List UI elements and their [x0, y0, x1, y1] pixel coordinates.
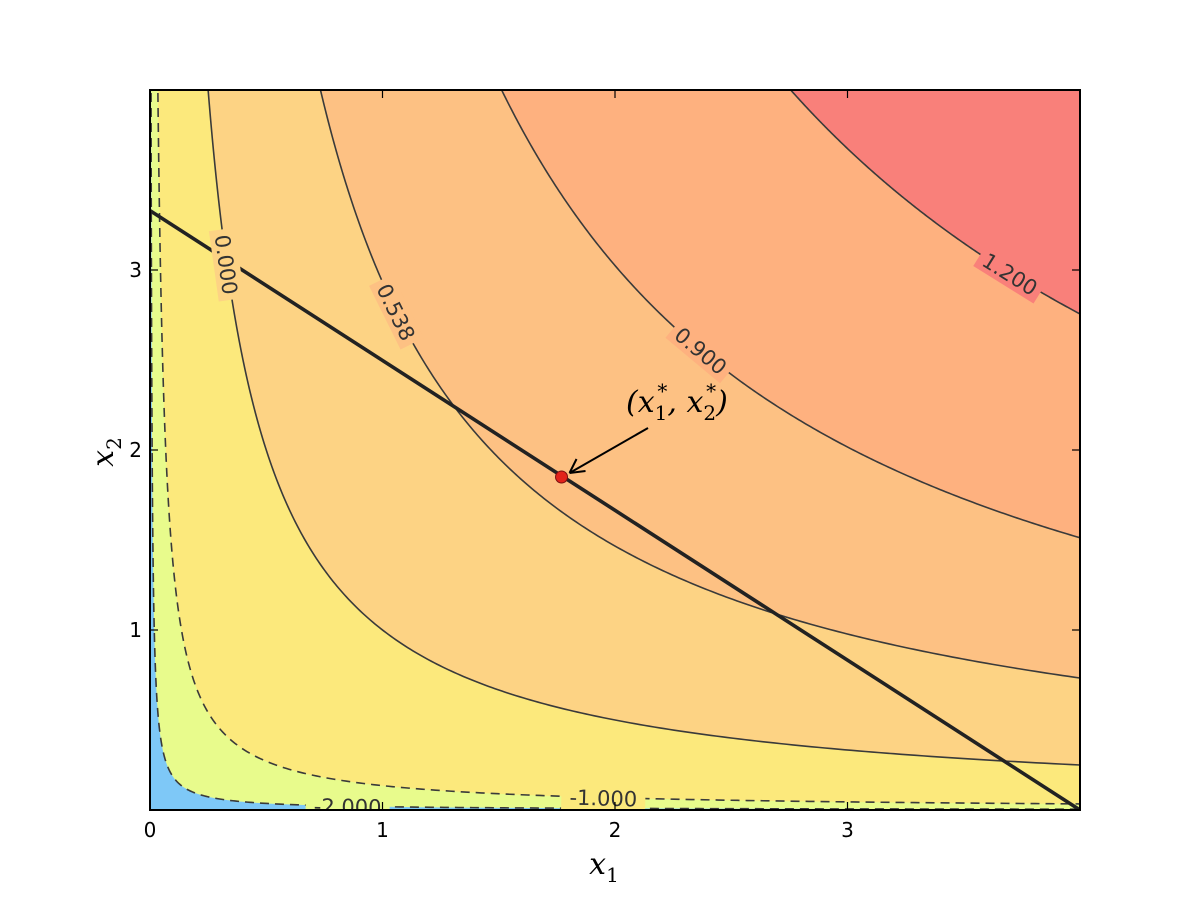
- contour-line-5: [789, 90, 1080, 315]
- x-axis-label: x1: [589, 847, 619, 887]
- y-tick-label-1: 2: [129, 438, 142, 462]
- contour-label-bg-4: [665, 317, 737, 384]
- contour-label-bg-3: [369, 274, 424, 350]
- contour-label-1: -1.000: [569, 786, 637, 812]
- optimum-annotation-label: (x1*, x2*): [626, 379, 728, 425]
- y-tick-label-0: 1: [129, 618, 142, 642]
- x-tick-label-1: 1: [376, 818, 389, 842]
- contour-label-bg-2: [208, 227, 245, 302]
- contour-line-0: [150, 90, 1080, 810]
- optimum-point: [555, 470, 569, 484]
- contour-label-bg-1: [561, 783, 646, 810]
- contour-line-1: [157, 90, 1080, 805]
- contour-label-group-1: -1.000: [561, 783, 646, 812]
- contour-label-bg-5: [973, 243, 1048, 304]
- y-tick-label-2: 3: [129, 258, 142, 282]
- contour-line-3: [319, 90, 1080, 679]
- y-axis-label: x2: [86, 437, 126, 467]
- annotation-arrow-shaft: [569, 427, 649, 474]
- x-tick-label-3: 3: [841, 818, 854, 842]
- annotation-group: (x1*, x2*): [555, 379, 728, 484]
- contour-line-2: [207, 90, 1080, 766]
- budget-line-group: [150, 209, 1080, 810]
- x-tick-label-2: 2: [609, 818, 622, 842]
- x-tick-label-0: 0: [144, 818, 157, 842]
- contour-label-0: -2.000: [314, 794, 382, 819]
- budget-line: [150, 209, 1080, 810]
- axis-ticks: 0 1 2 3 1 2 3: [129, 90, 1080, 842]
- contour-label-bg-0: [305, 792, 390, 810]
- contour-label-group-0: -2.000: [305, 792, 390, 819]
- annotation-arrow-head: [568, 458, 586, 474]
